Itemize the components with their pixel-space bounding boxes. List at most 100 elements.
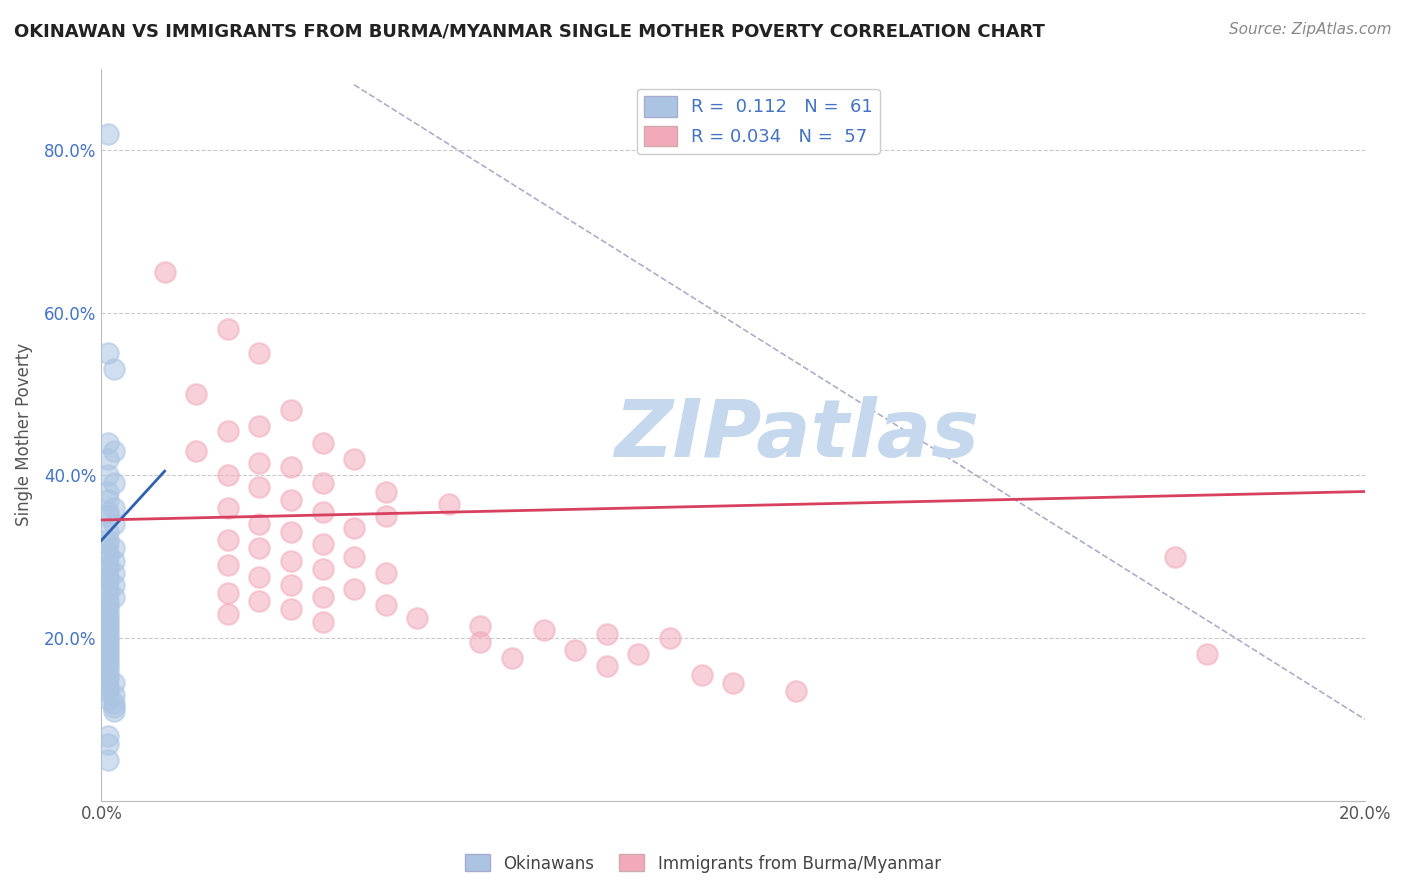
Point [97, 623, 120, 637]
Point [217, 607, 239, 621]
Point [374, 566, 396, 580]
Point [97, 602, 120, 616]
Point [97, 586, 120, 600]
Point [103, 554, 125, 568]
Point [97, 635, 120, 649]
Point [97, 639, 120, 653]
Point [1164, 549, 1187, 564]
Point [217, 558, 239, 572]
Text: OKINAWAN VS IMMIGRANTS FROM BURMA/MYANMAR SINGLE MOTHER POVERTY CORRELATION CHAR: OKINAWAN VS IMMIGRANTS FROM BURMA/MYANMA… [14, 22, 1045, 40]
Point [627, 647, 650, 661]
Point [97, 570, 120, 584]
Point [186, 443, 208, 458]
Point [311, 591, 333, 605]
Point [533, 623, 555, 637]
Point [311, 476, 333, 491]
Point [97, 562, 120, 576]
Point [501, 651, 523, 665]
Point [97, 631, 120, 645]
Point [721, 675, 744, 690]
Point [785, 683, 807, 698]
Point [280, 602, 302, 616]
Point [690, 667, 713, 681]
Point [280, 554, 302, 568]
Point [97, 508, 120, 523]
Point [280, 492, 302, 507]
Point [97, 558, 120, 572]
Legend: Okinawans, Immigrants from Burma/Myanmar: Okinawans, Immigrants from Burma/Myanmar [458, 847, 948, 880]
Point [103, 362, 125, 376]
Point [97, 468, 120, 483]
Point [374, 599, 396, 613]
Point [97, 545, 120, 559]
Point [343, 521, 366, 535]
Point [247, 594, 270, 608]
Point [97, 692, 120, 706]
Point [97, 484, 120, 499]
Point [97, 582, 120, 596]
Point [103, 591, 125, 605]
Point [97, 664, 120, 678]
Point [103, 476, 125, 491]
Point [103, 541, 125, 556]
Point [97, 651, 120, 665]
Point [97, 533, 120, 548]
Point [97, 659, 120, 673]
Point [343, 549, 366, 564]
Point [217, 322, 239, 336]
Point [97, 537, 120, 551]
Point [97, 737, 120, 751]
Point [97, 574, 120, 588]
Point [596, 659, 619, 673]
Point [564, 643, 586, 657]
Point [153, 265, 176, 279]
Point [97, 680, 120, 694]
Point [343, 582, 366, 596]
Point [97, 656, 120, 670]
Text: Source: ZipAtlas.com: Source: ZipAtlas.com [1229, 22, 1392, 37]
Point [97, 525, 120, 540]
Y-axis label: Single Mother Poverty: Single Mother Poverty [15, 343, 32, 526]
Point [97, 647, 120, 661]
Point [103, 675, 125, 690]
Point [470, 635, 492, 649]
Point [186, 387, 208, 401]
Point [280, 403, 302, 417]
Point [217, 424, 239, 438]
Point [103, 516, 125, 531]
Point [103, 500, 125, 515]
Point [97, 729, 120, 743]
Point [311, 562, 333, 576]
Point [97, 683, 120, 698]
Point [97, 127, 120, 141]
Point [97, 599, 120, 613]
Point [97, 610, 120, 624]
Point [97, 435, 120, 450]
Point [247, 516, 270, 531]
Point [247, 346, 270, 360]
Point [103, 700, 125, 714]
Point [343, 452, 366, 467]
Point [97, 492, 120, 507]
Point [280, 460, 302, 475]
Point [247, 570, 270, 584]
Point [596, 627, 619, 641]
Point [97, 643, 120, 657]
Point [374, 484, 396, 499]
Point [97, 667, 120, 681]
Point [658, 631, 681, 645]
Point [217, 500, 239, 515]
Point [97, 672, 120, 686]
Point [103, 688, 125, 702]
Text: ZIPatlas: ZIPatlas [614, 395, 979, 474]
Point [97, 607, 120, 621]
Point [280, 578, 302, 592]
Point [311, 537, 333, 551]
Point [247, 419, 270, 434]
Point [97, 615, 120, 629]
Point [247, 480, 270, 494]
Point [311, 615, 333, 629]
Point [97, 452, 120, 467]
Point [247, 541, 270, 556]
Point [311, 505, 333, 519]
